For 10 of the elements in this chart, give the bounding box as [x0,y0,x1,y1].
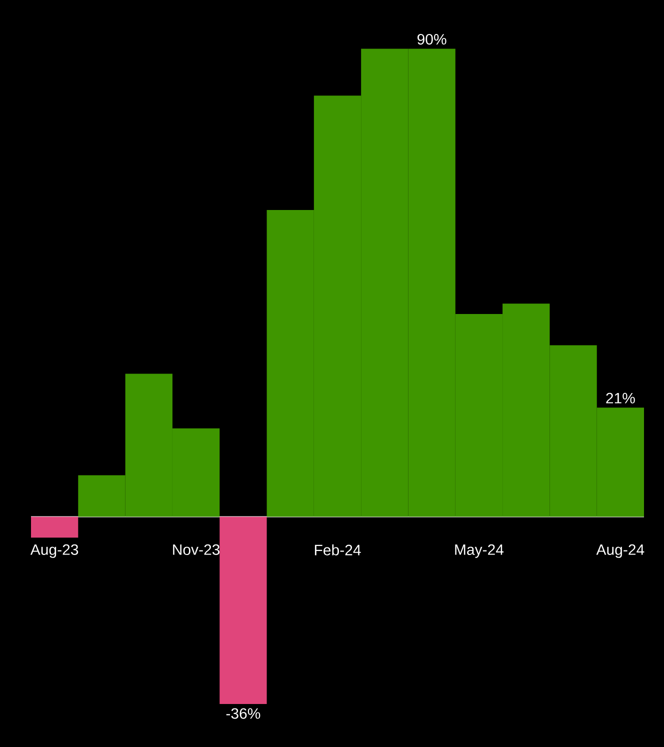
bar [31,516,78,538]
x-tick-label: Nov-23 [173,544,220,555]
data-label: -36% [226,708,260,719]
bar [220,516,267,704]
x-tick-label: Feb-24 [314,544,361,556]
data-label: 21% [606,392,635,404]
x-tick-label: Aug-23 [30,544,78,558]
x-tick-label: May-24 [455,544,504,558]
data-label: 90% [418,34,446,45]
x-tick-label: Aug-24 [596,544,644,558]
